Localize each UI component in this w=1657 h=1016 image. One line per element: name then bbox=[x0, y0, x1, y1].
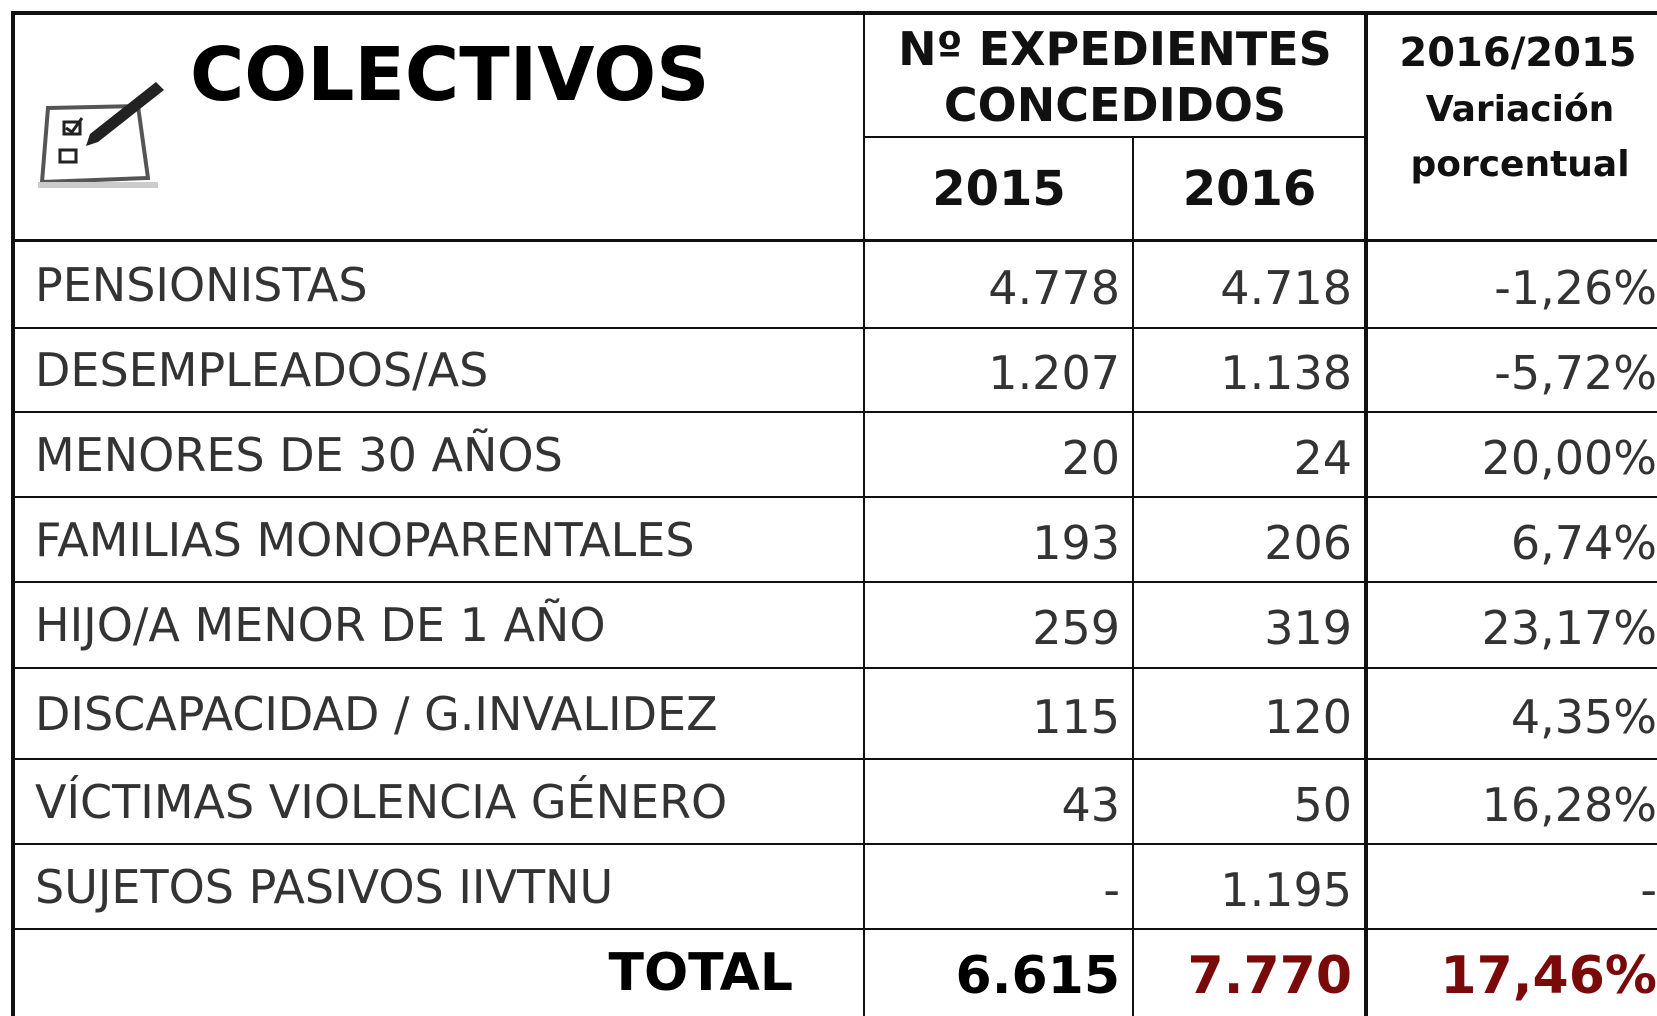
border bbox=[1364, 11, 1368, 1016]
row-label: DISCAPACIDAD / G.INVALIDEZ bbox=[35, 686, 718, 741]
row-label: FAMILIAS MONOPARENTALES bbox=[35, 512, 695, 567]
border bbox=[11, 11, 15, 1016]
variation-subheader: Variación porcentual bbox=[1410, 89, 1630, 185]
row-label: HIJO/A MENOR DE 1 AÑO bbox=[35, 598, 606, 652]
row-value: 319 bbox=[1264, 601, 1352, 655]
row-line bbox=[11, 411, 1657, 413]
row-value: 50 bbox=[1293, 777, 1352, 832]
row-label: DESEMPLEADOS/AS bbox=[35, 343, 489, 397]
year-header: 2016 bbox=[1182, 161, 1317, 217]
row-line bbox=[11, 758, 1657, 760]
row-line bbox=[11, 581, 1657, 583]
group-header: Nº EXPEDIENTES CONCEDIDOS bbox=[898, 22, 1332, 132]
checklist-icon bbox=[38, 82, 164, 188]
row-line bbox=[11, 327, 1657, 329]
row-value: - bbox=[1640, 862, 1657, 917]
row-line bbox=[11, 667, 1657, 669]
row-label: SUJETOS PASIVOS IIVTNU bbox=[35, 859, 614, 914]
row-value: 115 bbox=[1032, 689, 1120, 744]
row-label: MENORES DE 30 AÑOS bbox=[35, 427, 563, 482]
border bbox=[863, 136, 1365, 138]
row-value: 193 bbox=[1032, 515, 1120, 570]
title: COLECTIVOS bbox=[190, 32, 710, 118]
total-cell: 17,46% bbox=[1440, 945, 1657, 1006]
row-value: 43 bbox=[1061, 777, 1120, 832]
row-value: 20,00% bbox=[1481, 430, 1657, 485]
row-value: -5,72% bbox=[1494, 346, 1657, 400]
row-value: 206 bbox=[1264, 515, 1352, 570]
row-value: 24 bbox=[1293, 430, 1352, 485]
border bbox=[1132, 137, 1134, 1016]
row-value: 1.195 bbox=[1220, 862, 1352, 917]
row-value: 120 bbox=[1264, 689, 1352, 744]
row-value: 23,17% bbox=[1481, 601, 1657, 655]
row-value: - bbox=[1103, 862, 1120, 917]
row-value: 16,28% bbox=[1481, 777, 1657, 832]
row-label: PENSIONISTAS bbox=[35, 257, 368, 312]
variation-header: 2016/2015 bbox=[1399, 30, 1637, 76]
row-value: 1.138 bbox=[1220, 346, 1352, 400]
total-cell: TOTAL bbox=[608, 942, 794, 1003]
row-value: 6,74% bbox=[1510, 515, 1657, 570]
row-line bbox=[11, 928, 1657, 930]
border bbox=[863, 11, 865, 1016]
row-value: 1.207 bbox=[988, 346, 1120, 400]
year-header: 2015 bbox=[932, 161, 1066, 217]
row-value: 4.718 bbox=[1220, 260, 1352, 315]
border bbox=[11, 239, 1657, 242]
border bbox=[11, 11, 1657, 15]
total-cell: 6.615 bbox=[955, 945, 1120, 1006]
row-line bbox=[11, 843, 1657, 845]
row-value: 4.778 bbox=[988, 260, 1120, 315]
row-label: VÍCTIMAS VIOLENCIA GÉNERO bbox=[35, 774, 728, 829]
total-cell: 7.770 bbox=[1187, 945, 1352, 1006]
row-line bbox=[11, 496, 1657, 498]
row-value: 20 bbox=[1061, 430, 1120, 485]
row-value: 4,35% bbox=[1510, 689, 1657, 744]
row-value: -1,26% bbox=[1494, 260, 1657, 315]
row-value: 259 bbox=[1032, 601, 1120, 655]
